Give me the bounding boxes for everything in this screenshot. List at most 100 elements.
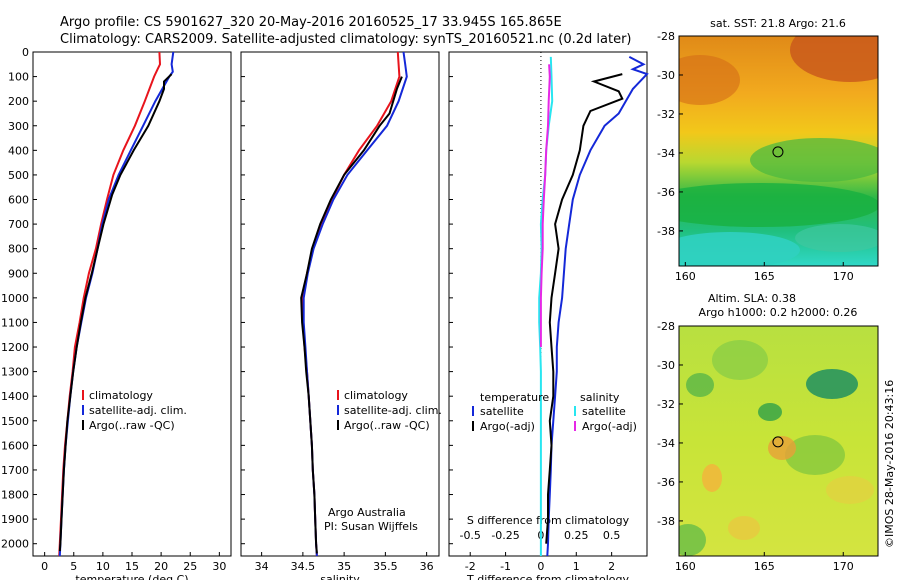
y-tick-label: 1300 bbox=[1, 366, 29, 379]
sst-warm-patch bbox=[790, 36, 878, 82]
y-tick-label: 100 bbox=[8, 71, 29, 84]
sst-map: sat. SST: 21.8 Argo: 21.6 160 165 170 -28 -3… bbox=[657, 17, 879, 283]
y-tick-label: 2000 bbox=[1, 538, 29, 551]
figure-title-line1: Argo profile: CS 5901627_320 20-May-2016… bbox=[60, 15, 562, 30]
y-tick-label: 200 bbox=[8, 95, 29, 108]
map-y-tick-label: -36 bbox=[657, 186, 675, 199]
y-tick-label: 300 bbox=[8, 120, 29, 133]
sst-cool-patch bbox=[679, 232, 800, 266]
sst-warm-patch bbox=[679, 55, 740, 105]
y-tick-label: 1900 bbox=[1, 513, 29, 526]
y-tick-label: 900 bbox=[8, 267, 29, 280]
legend-label: Argo(-adj) bbox=[582, 420, 637, 433]
legend-label: Argo(-adj) bbox=[480, 420, 535, 433]
map-x-tick-label: 160 bbox=[675, 270, 696, 283]
sla-low-patch bbox=[758, 403, 782, 421]
sla-map-axes: 160 165 170 -28 -30 -32 -34 -36 -38 bbox=[657, 320, 854, 573]
map-x-tick-label: 170 bbox=[833, 270, 854, 283]
sla-map: Altim. SLA: 0.38 Argo h1000: 0.2 h2000: … bbox=[657, 292, 879, 573]
x-tick-label: 1 bbox=[573, 560, 580, 573]
series-line-argo-raw-qc- bbox=[58, 73, 173, 552]
legend-label: climatology bbox=[89, 389, 153, 402]
map-y-tick-label: -36 bbox=[657, 476, 675, 489]
x-tick-label: 10 bbox=[96, 560, 110, 573]
map-x-tick-label: 165 bbox=[754, 560, 775, 573]
y-tick-label: 700 bbox=[8, 218, 29, 231]
legend-label: satellite-adj. clim. bbox=[89, 404, 187, 417]
sst-map-axes: 160 165 170 -28 -30 -32 -34 -36 -38 bbox=[657, 30, 854, 283]
series-line-satellite bbox=[546, 56, 649, 557]
sla-high-patch bbox=[826, 476, 874, 504]
timestamp-stamp: ©IMOS 28-May-2016 20:43:16 bbox=[883, 380, 896, 548]
series-line-argo-adj- bbox=[545, 73, 624, 544]
y-tick-label: 1100 bbox=[1, 316, 29, 329]
sst-green-band bbox=[750, 138, 878, 182]
x-tick-label: 15 bbox=[125, 560, 139, 573]
map-y-tick-label: -38 bbox=[657, 225, 675, 238]
salinity-profile-panel: 34 34.5 35 35.5 36 salinity climatology satelli… bbox=[240, 51, 442, 580]
sla-float-marker bbox=[772, 436, 784, 448]
series-line-argo-adj- bbox=[539, 64, 551, 347]
map-y-tick-label: -38 bbox=[657, 515, 675, 528]
legend-label: satellite bbox=[582, 405, 626, 418]
y-tick-label: 400 bbox=[8, 144, 29, 157]
legend-label: satellite bbox=[480, 405, 524, 418]
sst-cool-patch bbox=[795, 224, 878, 252]
x-tick-label: 5 bbox=[70, 560, 77, 573]
sla-low-patch bbox=[686, 373, 714, 397]
x-tick-label: 25 bbox=[183, 560, 197, 573]
agency-label: Argo Australia bbox=[328, 506, 406, 519]
top-tick-label: -0.25 bbox=[491, 529, 519, 542]
sla-high-patch bbox=[728, 516, 760, 540]
legend-label: climatology bbox=[344, 389, 408, 402]
map-x-tick-label: 170 bbox=[833, 560, 854, 573]
x-tick-label: 0 bbox=[537, 560, 544, 573]
sla-low-patch bbox=[785, 435, 845, 475]
sla-low-patch bbox=[806, 369, 858, 399]
y-tick-label: 800 bbox=[8, 243, 29, 256]
x-tick-label: -2 bbox=[465, 560, 476, 573]
legend-title-salinity: salinity bbox=[580, 391, 620, 404]
map-y-tick-label: -32 bbox=[657, 108, 675, 121]
x-tick-label: 0 bbox=[41, 560, 48, 573]
x-tick-label: 20 bbox=[154, 560, 168, 573]
x-tick-label: 35.5 bbox=[373, 560, 398, 573]
y-tick-label: 0 bbox=[22, 46, 29, 59]
map-y-tick-label: -30 bbox=[657, 359, 675, 372]
sla-map-title: Altim. SLA: 0.38 bbox=[708, 292, 796, 305]
sla-map-subtitle: Argo h1000: 0.2 h2000: 0.26 bbox=[699, 306, 858, 319]
top-tick-label: 0.25 bbox=[564, 529, 589, 542]
map-x-tick-label: 160 bbox=[675, 560, 696, 573]
map-y-tick-label: -28 bbox=[657, 30, 675, 43]
y-tick-label: 1500 bbox=[1, 415, 29, 428]
y-tick-label: 1700 bbox=[1, 464, 29, 477]
y-tick-label: 1000 bbox=[1, 292, 29, 305]
map-y-tick-label: -34 bbox=[657, 147, 675, 160]
legend-title-temperature: temperature bbox=[480, 391, 549, 404]
x-tick-label: -1 bbox=[500, 560, 511, 573]
y-tick-label: 1400 bbox=[1, 390, 29, 403]
pi-label: PI: Susan Wijffels bbox=[324, 520, 418, 533]
series-line-argo-raw-qc- bbox=[300, 76, 403, 554]
legend-label: Argo(..raw -QC) bbox=[89, 419, 175, 432]
sst-map-title: sat. SST: 21.8 Argo: 21.6 bbox=[710, 17, 846, 30]
sla-low-patch bbox=[679, 524, 706, 556]
x-axis-label: salinity bbox=[320, 573, 360, 580]
y-tick-label: 1200 bbox=[1, 341, 29, 354]
sst-map-frame bbox=[678, 35, 879, 267]
x-tick-label: 34.5 bbox=[291, 560, 316, 573]
map-y-tick-label: -28 bbox=[657, 320, 675, 333]
x-axis-label: temperature (deg C) bbox=[75, 573, 188, 580]
sla-low-patch bbox=[712, 340, 768, 380]
figure-title-line2: Climatology: CARS2009. Satellite-adjuste… bbox=[60, 32, 632, 47]
panel-frame bbox=[240, 51, 440, 557]
series-line-climatology bbox=[58, 51, 162, 557]
y-tick-label: 500 bbox=[8, 169, 29, 182]
x-tick-label: 34 bbox=[255, 560, 269, 573]
map-y-tick-label: -34 bbox=[657, 437, 675, 450]
series-line-satellite-adj-clim- bbox=[58, 51, 175, 557]
legend-label: Argo(..raw -QC) bbox=[344, 419, 430, 432]
temperature-profile-panel: 0 5 10 15 20 25 300100200300400500600700800900… bbox=[1, 46, 232, 580]
